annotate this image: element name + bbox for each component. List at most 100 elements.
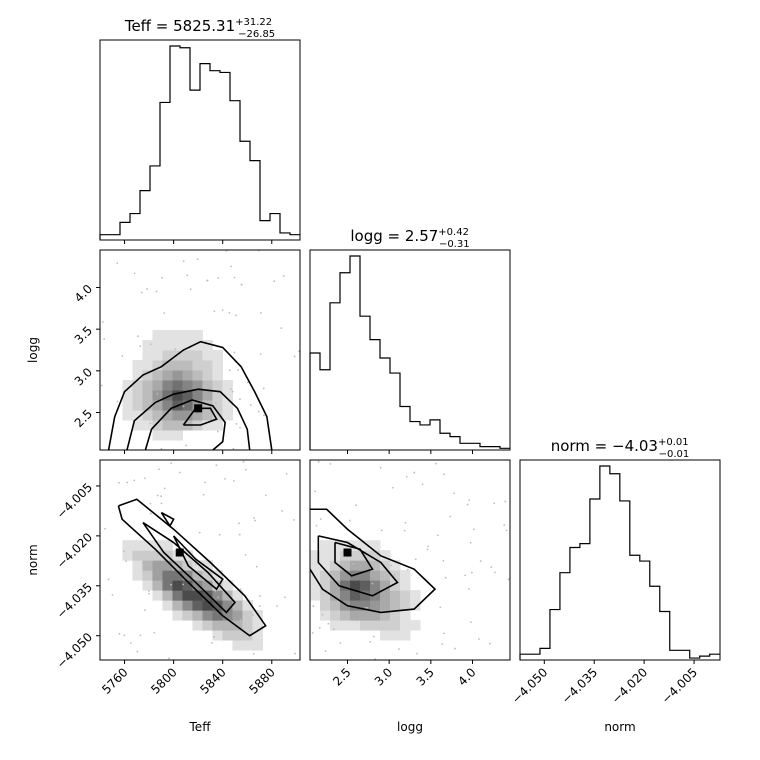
density-cell <box>182 350 193 361</box>
density-cell <box>202 420 213 431</box>
density-cell <box>350 610 361 621</box>
contour-line <box>144 399 226 450</box>
density-cell <box>310 590 321 601</box>
density-cell <box>232 620 243 631</box>
density-cell <box>320 550 331 561</box>
y-tick-label: −4.005 <box>54 480 95 521</box>
density-cell <box>370 610 381 621</box>
sample-point <box>204 481 207 484</box>
density-cell <box>132 400 143 411</box>
density-cell <box>350 600 361 611</box>
panel-frame <box>99 249 301 451</box>
title-norm: norm = −4.03+0.01 −0.01 <box>551 437 690 460</box>
sample-point <box>118 481 120 484</box>
density-cell <box>400 580 411 591</box>
x-tick-label: 2.5 <box>330 665 353 688</box>
density-cell <box>400 620 411 631</box>
sample-point <box>449 515 452 518</box>
density-cell <box>202 600 213 611</box>
sample-point <box>185 444 188 447</box>
density-cell <box>400 600 411 611</box>
sample-point <box>234 314 237 317</box>
sample-point <box>356 619 358 622</box>
density-cell <box>172 410 183 421</box>
sample-point <box>100 384 103 387</box>
density-cell <box>132 370 143 381</box>
sample-point <box>281 510 283 512</box>
density-cell <box>152 370 163 381</box>
density-cell <box>310 570 321 581</box>
density-cell <box>142 340 153 351</box>
density-cell <box>390 620 401 631</box>
density-cell <box>192 600 203 611</box>
contour-line <box>117 498 267 637</box>
sample-point <box>240 283 243 286</box>
density-cell <box>212 360 223 371</box>
sample-point <box>146 288 148 290</box>
x-tick-label: 5880 <box>246 665 277 696</box>
sample-point <box>153 631 156 634</box>
density-cell <box>192 570 203 581</box>
sample-point <box>232 448 235 450</box>
density-cell <box>202 340 213 351</box>
sample-point <box>148 592 151 595</box>
density-cell <box>122 540 133 551</box>
density-cell <box>202 610 213 621</box>
density-cell <box>360 560 371 571</box>
sample-point <box>332 628 335 631</box>
sample-point <box>426 548 429 551</box>
density-cell <box>172 370 183 381</box>
contour-line <box>160 511 175 528</box>
density-cell <box>330 590 341 601</box>
sample-point <box>312 605 315 607</box>
density-cell <box>182 340 193 351</box>
density-cell <box>370 550 381 561</box>
density-cell <box>132 550 143 561</box>
density-cell <box>182 580 193 591</box>
density-cell <box>172 430 183 441</box>
density-cell <box>252 620 263 631</box>
x-tick-label: 5840 <box>197 665 228 696</box>
sample-point <box>252 614 254 616</box>
density-cell <box>360 540 371 551</box>
density-cell <box>152 590 163 601</box>
density-cell <box>360 570 371 581</box>
sample-point <box>466 503 469 506</box>
density-cell <box>182 380 193 391</box>
density-cell <box>152 420 163 431</box>
density-cell <box>192 340 203 351</box>
sample-point <box>285 472 288 475</box>
density-cell <box>172 600 183 611</box>
density-cell <box>400 610 411 621</box>
density-cell <box>232 600 243 611</box>
title-logg: logg = 2.57+0.42 −0.31 <box>350 227 469 250</box>
sample-point <box>239 619 242 622</box>
density-cell <box>222 620 233 631</box>
sample-point <box>122 550 125 553</box>
sample-point <box>140 291 143 294</box>
density-cell <box>242 640 253 651</box>
density-cell <box>360 580 371 591</box>
density-cell <box>162 600 173 611</box>
sample-point <box>421 483 424 486</box>
sample-point <box>443 632 445 635</box>
density-cell <box>242 630 253 641</box>
sample-point <box>149 422 152 425</box>
density-cell <box>192 590 203 601</box>
y-tick-label: 3.5 <box>72 323 95 346</box>
density-cell <box>202 370 213 381</box>
density-cell <box>162 590 173 601</box>
sample-point <box>217 277 220 279</box>
sample-point <box>156 392 159 395</box>
density-cell <box>132 560 143 571</box>
sample-point <box>369 640 372 643</box>
density-cell <box>252 640 263 651</box>
sample-point <box>393 573 396 576</box>
density-cell <box>370 590 381 601</box>
sample-point <box>142 564 145 567</box>
sample-point <box>129 642 132 644</box>
sample-point <box>252 652 255 655</box>
density-cell <box>202 410 213 421</box>
density-cell <box>212 620 223 631</box>
density-cell <box>320 580 331 591</box>
